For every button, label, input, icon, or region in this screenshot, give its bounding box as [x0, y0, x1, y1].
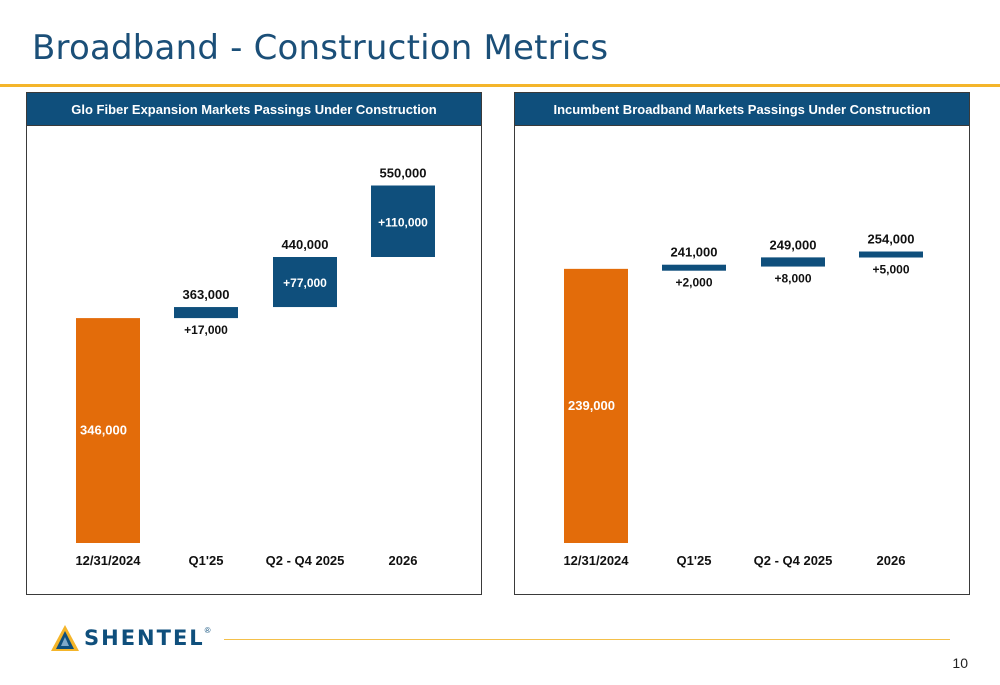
data-label-increment: +8,000 [774, 272, 811, 286]
data-label-increment: +5,000 [872, 263, 909, 277]
category-tick-label: Q1'25 [189, 553, 224, 568]
data-label-increment: +110,000 [378, 215, 428, 229]
bar-base [76, 318, 140, 543]
data-label-increment: +2,000 [675, 276, 712, 290]
bar-increment [761, 257, 825, 267]
category-tick-label: 2026 [389, 553, 418, 568]
data-label-increment: +17,000 [184, 323, 228, 337]
category-tick-label: 12/31/2024 [75, 553, 141, 568]
data-label-total: 440,000 [282, 237, 329, 252]
data-label-base: 346,000 [80, 423, 127, 438]
category-tick-label: Q2 - Q4 2025 [754, 553, 833, 568]
bar-increment [273, 257, 337, 308]
shentel-triangle-icon [51, 625, 79, 651]
page-number: 10 [952, 655, 968, 671]
page-title: Broadband - Construction Metrics [32, 28, 609, 68]
glo-fiber-waterfall-chart: 346,000 +17,000 363,000 +77,000 440,000 +110,… [75, 166, 435, 568]
chart-title: Incumbent Broadband Markets Passings Und… [515, 93, 969, 126]
data-label-total: 241,000 [671, 245, 718, 260]
category-tick-label: Q1'25 [677, 553, 712, 568]
logo-text: SHENTEL [84, 626, 205, 650]
bar-increment [859, 251, 923, 258]
bar-increment [174, 307, 238, 319]
footer-divider [224, 639, 950, 640]
bar-base [564, 268, 628, 543]
shentel-logo: SHENTEL ® [50, 624, 211, 652]
category-tick-label: 12/31/2024 [563, 553, 629, 568]
bar-increment [662, 264, 726, 271]
data-label-total: 249,000 [770, 237, 817, 252]
data-label-increment: +77,000 [283, 276, 327, 290]
glo-fiber-chart-panel: Glo Fiber Expansion Markets Passings Und… [26, 92, 482, 595]
data-label-total: 363,000 [183, 287, 230, 302]
bar-increment [371, 185, 435, 257]
category-tick-label: Q2 - Q4 2025 [266, 553, 345, 568]
incumbent-chart-panel: Incumbent Broadband Markets Passings Und… [514, 92, 970, 595]
incumbent-waterfall-chart: 239,000 +2,000 241,000 +8,000 249,000 +5,000 2… [563, 232, 923, 568]
data-label-total: 550,000 [380, 166, 427, 181]
chart-title: Glo Fiber Expansion Markets Passings Und… [27, 93, 481, 126]
logo-registered-mark: ® [204, 626, 211, 635]
category-tick-label: 2026 [877, 553, 906, 568]
data-label-total: 254,000 [868, 232, 915, 247]
title-divider [0, 84, 1000, 87]
data-label-base: 239,000 [568, 398, 615, 413]
